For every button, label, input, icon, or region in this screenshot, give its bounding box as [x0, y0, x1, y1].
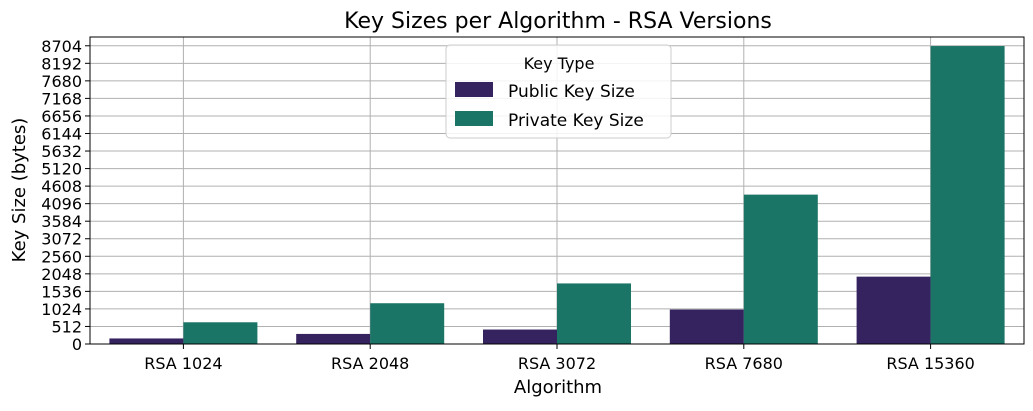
legend-box	[445, 44, 672, 139]
y-tick-label: 6144	[41, 124, 82, 143]
y-tick-label: 1536	[41, 282, 82, 301]
y-tick-label: 4608	[41, 177, 82, 196]
legend-swatch-public	[455, 82, 493, 97]
x-tick-label: RSA 2048	[331, 354, 409, 373]
bar-public-0	[109, 338, 184, 344]
bar-private-4	[930, 46, 1005, 345]
y-tick-label: 7168	[41, 89, 82, 108]
bar-private-3	[743, 194, 818, 344]
legend-label-public: Public Key Size	[508, 82, 635, 102]
bars	[109, 46, 1005, 345]
y-tick-label: 0	[72, 335, 82, 354]
bar-public-4	[856, 276, 931, 344]
bar-public-1	[296, 333, 371, 344]
legend: Key Type Public Key Size Private Key Siz…	[445, 44, 672, 139]
bar-public-2	[483, 329, 557, 344]
y-axis-label: Key Size (bytes)	[9, 118, 30, 263]
x-tick-label: RSA 7680	[705, 354, 783, 373]
legend-swatch-private	[455, 111, 493, 126]
x-tick-label: RSA 15360	[886, 354, 975, 373]
y-tick-label: 2048	[41, 265, 82, 284]
y-tick-label: 8704	[41, 37, 82, 56]
y-tick-label: 5120	[41, 160, 82, 179]
y-tick-label: 5632	[41, 142, 82, 161]
x-axis-label: Algorithm	[514, 377, 602, 398]
y-tick-label: 3584	[41, 212, 82, 231]
y-tick-label: 1024	[41, 300, 82, 319]
bar-private-2	[557, 283, 631, 344]
y-tick-label: 7680	[41, 72, 82, 91]
legend-title: Key Type	[524, 54, 595, 73]
y-tick-label: 3072	[41, 230, 82, 249]
y-tick-label: 8192	[41, 54, 82, 73]
y-tick-label: 6656	[41, 107, 82, 126]
y-tick-label: 512	[51, 317, 82, 336]
chart-title: Key Sizes per Algorithm - RSA Versions	[344, 9, 772, 34]
bar-private-0	[183, 322, 258, 344]
bar-private-1	[370, 303, 445, 344]
bar-public-3	[669, 309, 744, 344]
x-tick-label: RSA 3072	[518, 354, 596, 373]
y-tick-label: 4096	[41, 195, 82, 214]
x-tick-label: RSA 1024	[144, 354, 222, 373]
x-axis: RSA 1024 RSA 2048 RSA 3072 RSA 7680 RSA 1536…	[144, 344, 975, 373]
y-axis: 0512102415362048256030723584409646085120…	[41, 37, 90, 354]
legend-label-private: Private Key Size	[508, 111, 644, 131]
y-tick-label: 2560	[41, 247, 82, 266]
